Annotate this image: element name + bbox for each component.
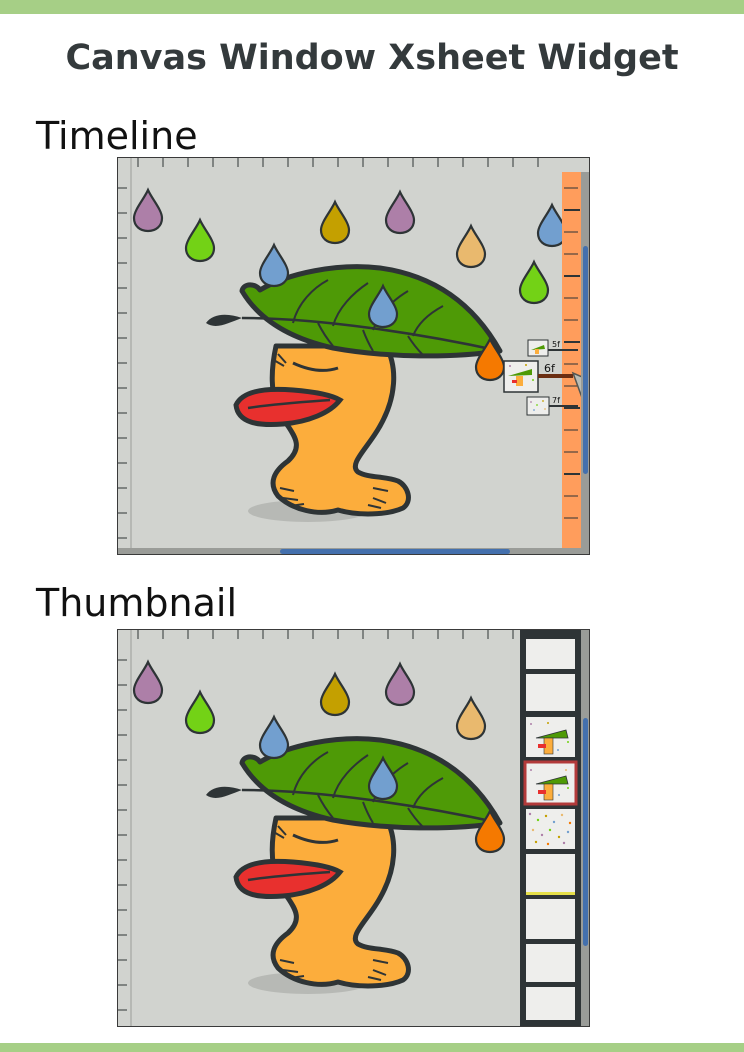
film-cell-frame[interactable] xyxy=(526,717,575,757)
thumbnail-canvas-window[interactable] xyxy=(117,629,590,1027)
film-cell-empty[interactable] xyxy=(526,944,575,982)
bottom-accent-band xyxy=(0,1043,744,1052)
film-cell-empty[interactable] xyxy=(526,987,575,1020)
thumbnail-canvas-svg xyxy=(118,630,589,1027)
film-cell-empty[interactable] xyxy=(526,639,575,669)
olive-drop xyxy=(319,672,351,717)
green-drop xyxy=(184,690,216,735)
film-cell-empty[interactable] xyxy=(526,854,575,895)
horizontal-scrollbar-thumb[interactable] xyxy=(280,549,510,554)
frame-thumbnail-5f[interactable]: 5f xyxy=(527,339,578,357)
timeline-widget[interactable] xyxy=(562,172,581,548)
purple-drop xyxy=(132,660,164,705)
keyframe-marker xyxy=(526,892,575,895)
vertical-scrollbar-thumb[interactable] xyxy=(583,718,588,946)
blue-drop xyxy=(536,203,568,248)
film-cell-empty[interactable] xyxy=(526,674,575,711)
film-cell-empty[interactable] xyxy=(526,899,575,939)
frame-thumbnail-7f[interactable]: 7f xyxy=(526,396,578,416)
film-cell-frame[interactable] xyxy=(526,809,575,849)
thumbnail-heading: Thumbnail xyxy=(36,581,238,625)
frame-label-5f: 5f xyxy=(552,340,560,349)
blue-drop xyxy=(258,715,290,760)
frame-thumbnail-6f[interactable]: 6f xyxy=(503,360,573,393)
film-cell-current-frame[interactable] xyxy=(523,760,578,806)
top-accent-band xyxy=(0,0,744,14)
frame-label-7f: 7f xyxy=(552,396,560,405)
tan-drop xyxy=(455,224,487,269)
blue-drop xyxy=(258,243,290,288)
thumbnail-filmstrip[interactable] xyxy=(520,630,581,1027)
purple-drop xyxy=(132,188,164,233)
timeline-canvas-window[interactable]: 5f 6f 7f xyxy=(117,157,590,555)
purple-drop xyxy=(384,190,416,235)
olive-drop xyxy=(319,200,351,245)
frame-label-6f: 6f xyxy=(544,362,556,375)
character-illustration xyxy=(206,739,500,994)
character-illustration xyxy=(206,267,500,522)
vertical-scrollbar-thumb[interactable] xyxy=(583,246,588,474)
timeline-heading: Timeline xyxy=(36,114,198,158)
page-title: Canvas Window Xsheet Widget xyxy=(65,38,679,78)
purple-drop xyxy=(384,662,416,707)
green-drop xyxy=(184,218,216,263)
green-drop xyxy=(518,260,550,305)
timeline-canvas-svg: 5f 6f 7f xyxy=(118,158,589,554)
tan-drop xyxy=(455,696,487,741)
